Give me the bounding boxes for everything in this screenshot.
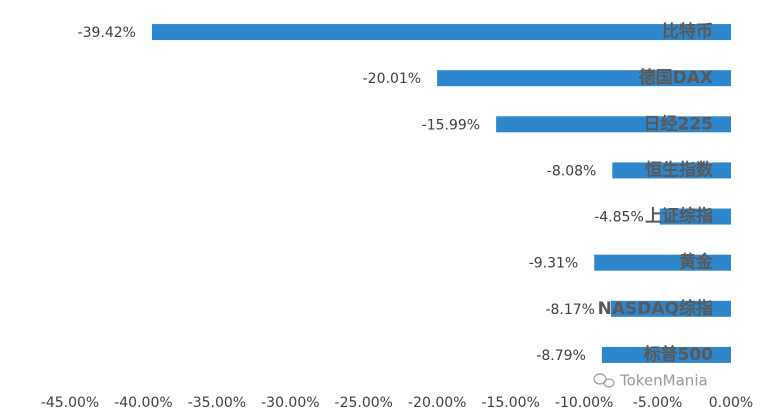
x-tick-label: -25.00% xyxy=(335,395,393,411)
x-tick-label: -35.00% xyxy=(188,395,246,411)
x-tick-label: -15.00% xyxy=(481,395,539,411)
x-tick-label: -40.00% xyxy=(114,395,172,411)
x-tick-label: -30.00% xyxy=(261,395,319,411)
value-label: -20.01% xyxy=(363,71,421,87)
x-tick-label: 0.00% xyxy=(709,395,753,411)
value-label: -15.99% xyxy=(422,117,480,133)
bar xyxy=(610,300,731,317)
bar xyxy=(601,346,731,363)
bar xyxy=(594,254,731,271)
category-label: 德国DAX xyxy=(639,67,713,88)
bar xyxy=(437,70,731,87)
x-tick-label: -45.00% xyxy=(41,395,99,411)
category-label: 比特币 xyxy=(662,21,713,42)
category-label: 日经225 xyxy=(644,113,714,134)
category-label: 上证综指 xyxy=(645,206,713,227)
bar xyxy=(659,208,731,225)
x-tick-label: -10.00% xyxy=(555,395,613,411)
category-label: 标普500 xyxy=(644,344,714,365)
watermark-icon xyxy=(593,373,615,388)
value-label: -39.42% xyxy=(78,25,136,41)
category-label: NASDAQ综指 xyxy=(598,298,713,319)
bar xyxy=(612,162,731,179)
value-label: -8.79% xyxy=(536,348,586,364)
value-label: -8.17% xyxy=(545,302,595,318)
bar xyxy=(151,24,732,41)
value-label: -9.31% xyxy=(529,256,579,272)
value-label: -8.08% xyxy=(547,163,597,179)
value-label: -4.85% xyxy=(594,210,644,226)
bar xyxy=(496,116,731,133)
category-label: 恒生指数 xyxy=(645,159,714,180)
x-tick-label: -5.00% xyxy=(633,395,683,411)
x-tick-label: -20.00% xyxy=(408,395,466,411)
watermark: TokenMania xyxy=(619,372,708,390)
category-label: 黄金 xyxy=(679,252,714,273)
